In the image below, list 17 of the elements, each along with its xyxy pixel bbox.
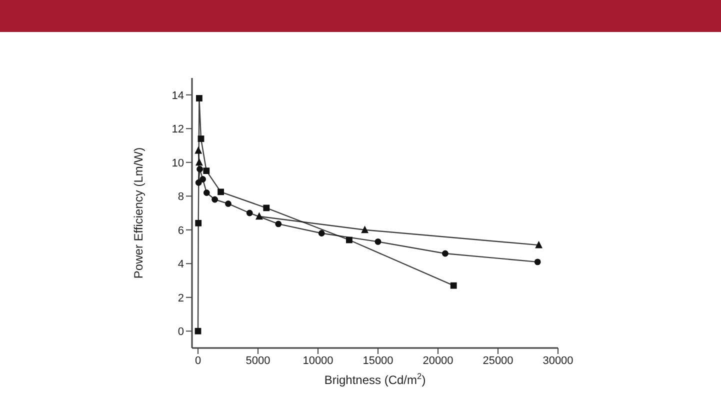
x-axis-title: Brightness (Cd/m$^{2}$) bbox=[324, 371, 426, 387]
x-tick-label: 10000 bbox=[302, 354, 334, 367]
x-tick-label: 15000 bbox=[362, 354, 394, 367]
y-tick-label: 12 bbox=[172, 124, 184, 136]
x-tick-label: 5000 bbox=[246, 354, 270, 367]
y-tick-label: 2 bbox=[178, 292, 184, 304]
y-tick-label: 10 bbox=[172, 157, 184, 170]
y-tick-label: 14 bbox=[172, 90, 184, 102]
y-tick-label: 8 bbox=[178, 191, 184, 204]
y-tick-label: 4 bbox=[178, 258, 184, 271]
x-tick-label: 0 bbox=[194, 354, 202, 367]
y-tick-label: 0 bbox=[178, 326, 184, 338]
x-tick-label: 25000 bbox=[482, 354, 514, 367]
y-axis-title: Power Efficiency (Lm/W) bbox=[131, 147, 146, 279]
x-tick-label: 20000 bbox=[422, 354, 454, 367]
x-tick-label: 30000 bbox=[542, 354, 574, 367]
y-tick-label: 6 bbox=[178, 224, 184, 237]
